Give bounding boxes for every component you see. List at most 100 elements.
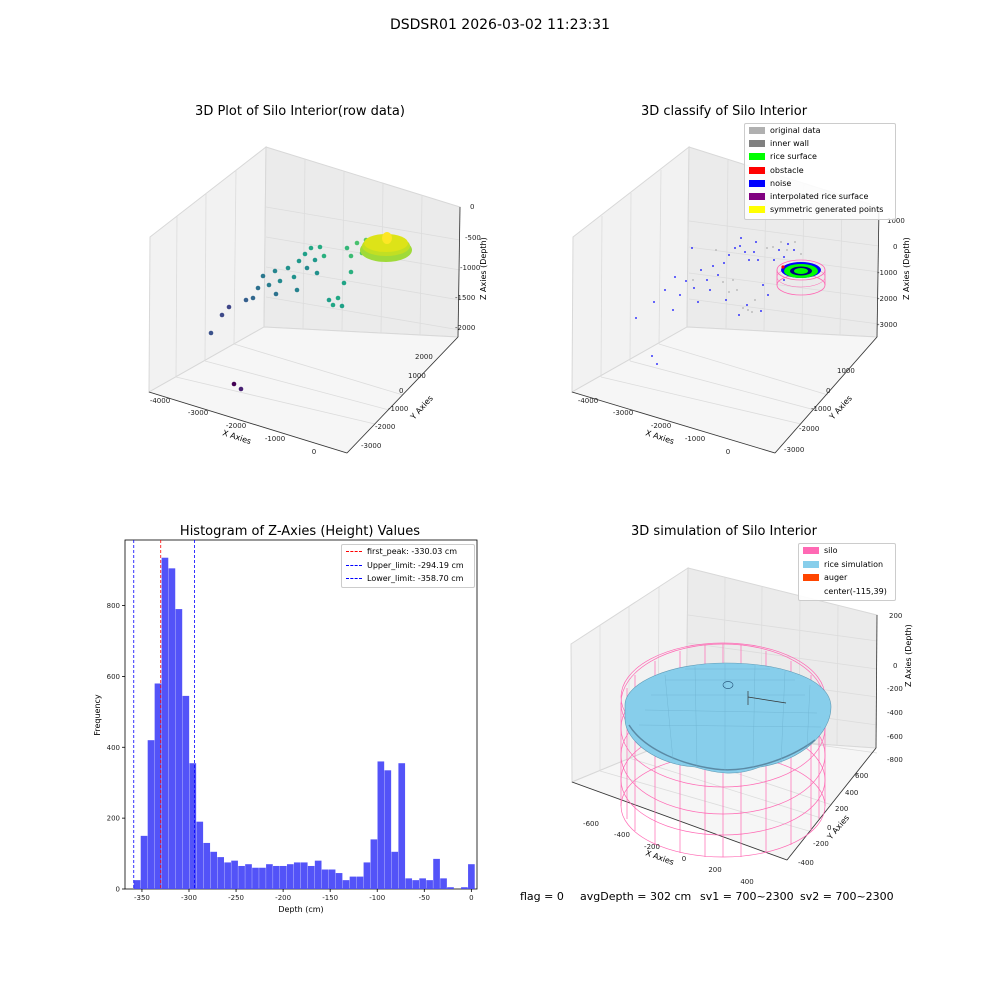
plot2-y-ticks: 1000 0 -1000 -2000 -3000 (784, 367, 855, 454)
plot2-legend-entries: original data inner wall rice surface obsta… (745, 124, 895, 216)
histogram-bar (363, 862, 371, 889)
histogram-axes: -350 -300 -250 -200 -150 -100 -50 0 0 200 400 600 8… (93, 539, 478, 914)
plot2-legend-item: original data (745, 124, 895, 137)
histogram-bar (440, 878, 447, 889)
plot1-ring-surface (360, 232, 412, 262)
histogram-y-ticks: 0 200 400 600 800 (107, 602, 125, 894)
histogram-bar (161, 557, 169, 889)
plot1-xtick: -4000 (150, 397, 170, 405)
histogram-bar (231, 860, 238, 889)
status-sv1: sv1 = 700~2300 (700, 890, 794, 903)
plot2-legend-item: noise (745, 177, 895, 190)
histogram-reference-lines (133, 540, 195, 889)
histogram-bar (307, 865, 315, 889)
plot4-legend-swatch (803, 588, 819, 595)
plot2-title: 3D classify of Silo Interior (640, 104, 808, 119)
plot2-x-ticks: -4000 -3000 -2000 -1000 0 (578, 397, 730, 456)
plot2-original-points (692, 241, 802, 313)
histogram-bar (168, 568, 176, 889)
plot1-axes-3d: -4000 -3000 -2000 -1000 0 X Axies 2000 1… (147, 145, 488, 456)
plot1-xlabel: X Axies (221, 428, 252, 446)
plot4-legend-label: auger (824, 573, 848, 583)
plot4-ytick: 400 (845, 789, 858, 797)
plot2-noise-points (635, 237, 800, 365)
plot1-title: 3D Plot of Silo Interior(row data) (195, 104, 405, 119)
histogram-bar (335, 873, 343, 889)
plot4-ztick: -600 (887, 733, 903, 741)
histogram-bar (328, 869, 336, 889)
plot2-xlabel: X Axies (644, 428, 675, 446)
histogram-legend-swatch (346, 564, 362, 566)
histogram-bar (273, 865, 280, 889)
plot4-x-ticks: -600 -400 -200 0 200 400 (583, 820, 754, 885)
plot1-xtick: -1000 (265, 435, 285, 443)
plot2-legend-label: obstacle (770, 165, 804, 175)
histogram-bar (140, 835, 148, 889)
histogram-bar (398, 763, 406, 889)
histogram-bar (259, 867, 266, 889)
plot2-ytick: -3000 (784, 446, 804, 454)
plot2-legend: original data inner wall rice surface obsta… (744, 123, 896, 220)
histogram-bar (238, 865, 245, 889)
plot2-legend-swatch (749, 179, 765, 187)
plot2-z-ticks: 1000 0 -1000 -2000 -3000 (877, 217, 905, 329)
plot2-legend-swatch (749, 193, 765, 201)
plot2-xtick: -4000 (578, 397, 598, 405)
plot4-legend-swatch (803, 547, 819, 555)
histogram-bar (342, 880, 350, 889)
histogram-x-ticks: -350 -300 -250 -200 -150 -100 -50 0 (134, 889, 474, 902)
histogram-bar (286, 864, 294, 889)
plot4-rice-surface (624, 662, 832, 774)
plot2-legend-label: rice surface (770, 152, 817, 162)
plot4-axis-lines (571, 614, 878, 861)
plot4-legend-item: center(-115,39) (799, 585, 895, 599)
plot4-ztick: 0 (893, 662, 897, 670)
histogram-bar (419, 878, 426, 889)
plot2-ztick: 1000 (887, 217, 905, 225)
plot2-legend-item: inner wall (745, 137, 895, 150)
plot4-ztick: -800 (887, 756, 903, 764)
plot1-xtick: -2000 (226, 422, 246, 430)
plot4-xtick: 200 (708, 866, 721, 874)
plot1-ylabel: Y Axies (408, 394, 435, 422)
histogram-legend-item: first_peak: -330.03 cm (342, 545, 474, 559)
plot4-ytick: 200 (835, 805, 848, 813)
histogram-legend-label: first_peak: -330.03 cm (367, 547, 458, 557)
plot4-legend-label: center(-115,39) (824, 586, 887, 596)
histogram-legend-item: Upper_limit: -294.19 cm (342, 559, 474, 573)
plot1-ytick: -1000 (388, 405, 408, 413)
histogram-bar (461, 887, 468, 889)
plot2-legend-label: interpolated rice surface (770, 192, 869, 202)
histogram-bar (412, 880, 420, 889)
plot1-ytick: 2000 (415, 353, 433, 361)
plot1-ytick: -2000 (375, 423, 395, 431)
plot1-x-ticks: -4000 -3000 -2000 -1000 0 (150, 397, 316, 456)
plot4-title: 3D simulation of Silo Interior (631, 524, 817, 539)
histogram-legend-item: Lower_limit: -358.70 cm (342, 572, 474, 586)
plot1-ytick: 1000 (408, 372, 426, 380)
plot1-ztick: 0 (470, 203, 474, 211)
histogram-bar (175, 609, 183, 889)
histogram-bars (133, 557, 475, 889)
histogram-bar (405, 878, 413, 889)
plot2-legend-swatch (749, 166, 765, 174)
plot4-zlabel: Z Axies (Depth) (904, 624, 913, 687)
histogram-bar (370, 839, 378, 889)
plot2-xtick: 0 (726, 448, 730, 456)
plot4-legend-label: rice simulation (824, 559, 884, 569)
histogram-bar (384, 770, 392, 889)
plot2-legend-item: symmetric generated points (745, 203, 895, 216)
plot2-legend-swatch (749, 153, 765, 161)
histogram-bar (391, 851, 399, 889)
histogram-xlabel: Depth (cm) (278, 905, 323, 914)
histogram-bar (196, 821, 204, 889)
histogram-legend-swatch (346, 551, 362, 553)
plot4-ytick: 600 (855, 772, 868, 780)
histogram-bar (300, 862, 308, 889)
histogram-bar (349, 876, 357, 889)
plot1-ztick: -1500 (455, 294, 475, 302)
status-flag: flag = 0 (520, 890, 564, 903)
plot2-legend-label: noise (770, 178, 792, 188)
plot4-legend-swatch (803, 560, 819, 568)
plot1-ytick: 0 (399, 387, 403, 395)
